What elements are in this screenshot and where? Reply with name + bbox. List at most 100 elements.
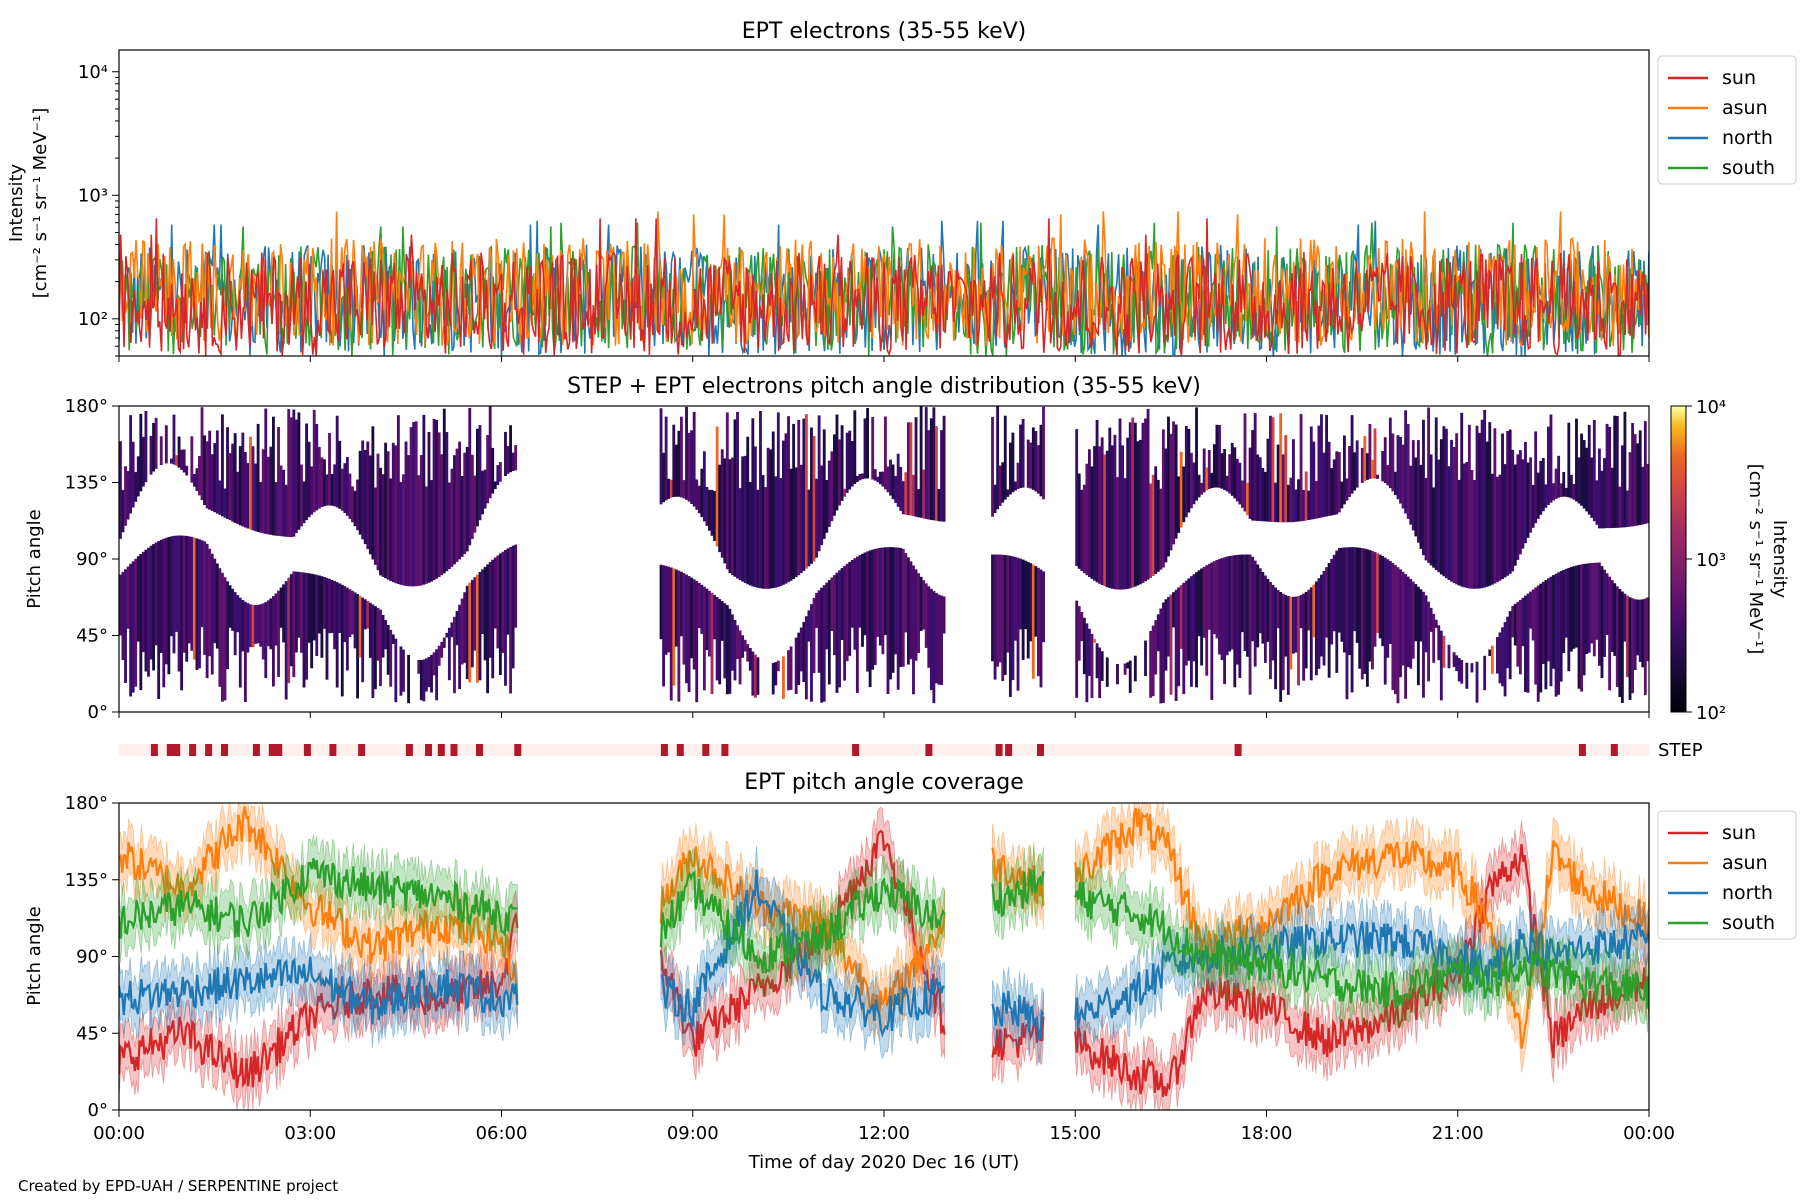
heatmap-cell [121, 489, 125, 533]
heatmap-cell [1192, 462, 1196, 505]
heatmap-cell [1019, 424, 1022, 489]
xtick-label: 06:00 [476, 1123, 528, 1144]
heatmap-cell [1325, 414, 1328, 517]
ytick-label: 90° [76, 549, 108, 570]
heatmap-cell [1595, 480, 1599, 525]
heatmap-cell [1470, 663, 1474, 673]
heatmap-cell [1381, 450, 1385, 482]
heatmap-cell [254, 463, 257, 532]
heatmap-cell [440, 641, 444, 658]
heatmap-cell [1312, 441, 1316, 520]
heatmap-cell [134, 472, 138, 502]
heatmap-cell [1330, 558, 1334, 645]
heatmap-cell [432, 418, 436, 581]
heatmap-cell [246, 603, 250, 653]
heatmap-cell [463, 592, 467, 663]
heatmap-cell [361, 440, 365, 540]
heatmap-cell [1322, 452, 1326, 517]
heatmap-cell [927, 586, 931, 668]
heatmap-cell [1299, 595, 1303, 629]
heatmap-cell [427, 656, 431, 688]
heatmap-cell [1480, 419, 1484, 589]
heatmap-cell [1376, 553, 1379, 633]
heatmap-cell [1460, 660, 1464, 684]
heatmap-cell [1337, 548, 1341, 633]
heatmap-cell [307, 441, 311, 518]
heatmap-cell [1085, 623, 1089, 703]
heatmap-cell [1212, 444, 1216, 488]
heatmap-cell [506, 446, 510, 474]
heatmap-cell [1564, 568, 1568, 638]
heatmap-cell [139, 413, 143, 492]
heatmap-cell [1286, 484, 1290, 523]
heatmap-cell [1317, 578, 1321, 669]
heatmap-cell [909, 561, 913, 660]
heatmap-cell [1626, 595, 1629, 678]
panel1-xticks [118, 356, 1650, 362]
heatmap-cell [409, 427, 413, 587]
heatmap-cell [198, 456, 201, 496]
heatmap-cell [289, 574, 293, 667]
heatmap-cell [1034, 566, 1038, 637]
heatmap-cell [1202, 566, 1206, 638]
heatmap-cell [1603, 569, 1606, 657]
heatmap-cell [1590, 457, 1594, 518]
heatmap-cell [1360, 548, 1364, 680]
ytick-label: 0° [88, 1100, 108, 1121]
heatmap-cell [1340, 481, 1344, 509]
heatmap-cell [690, 430, 694, 504]
heatmap-cell [264, 602, 268, 679]
ytick-label: 135° [65, 473, 108, 494]
heatmap-cell [746, 644, 750, 662]
heatmap-cell [1286, 596, 1290, 695]
step-active-mark [205, 744, 213, 756]
heatmap-cell [488, 406, 492, 499]
heatmap-cell [769, 449, 773, 589]
heatmap-cell [274, 593, 278, 646]
heatmap-cell [782, 440, 785, 585]
heatmap-cell [1434, 417, 1438, 571]
heatmap-cell [1212, 561, 1216, 635]
heatmap-cell [328, 433, 331, 506]
heatmap-cell [1205, 565, 1209, 676]
heatmap-cell [1547, 426, 1550, 505]
heatmap-cell [871, 417, 875, 480]
heatmap-cell [141, 436, 145, 487]
heatmap-cell [1139, 439, 1142, 585]
heatmap-cell [1399, 569, 1402, 678]
heatmap-cell [233, 592, 237, 656]
heatmap-cell [1039, 424, 1043, 497]
heatmap-cell [827, 580, 831, 685]
heatmap-cell [855, 476, 859, 482]
heatmap-cell [414, 421, 418, 587]
heatmap-cell [1320, 414, 1323, 518]
heatmap-cell [1317, 425, 1321, 519]
heatmap-cell [812, 597, 816, 674]
heatmap-cell [1095, 643, 1099, 679]
heatmap-cell [231, 443, 235, 522]
heatmap-cell [878, 471, 882, 485]
heatmap-cell [1210, 562, 1214, 700]
heatmap-cell [180, 535, 184, 691]
heatmap-cell [430, 480, 433, 582]
heatmap-cell [389, 478, 393, 581]
heatmap-cell [221, 414, 224, 517]
series-north-line [991, 990, 1045, 1041]
step-active-mark [514, 744, 522, 756]
heatmap-cell [272, 416, 275, 536]
heatmap-cell [873, 469, 877, 481]
step-active-mark [1005, 744, 1013, 756]
heatmap-cell [906, 422, 910, 516]
heatmap-cell [753, 446, 757, 588]
heatmap-cell [1544, 484, 1548, 508]
heatmap-cell [1248, 554, 1252, 695]
heatmap-cell [320, 576, 324, 658]
heatmap-cell [210, 454, 214, 511]
heatmap-cell [1169, 433, 1173, 551]
heatmap-cell [1585, 563, 1589, 654]
heatmap-cell [1131, 417, 1135, 588]
series-south-line [119, 858, 518, 939]
heatmap-cell [430, 654, 433, 693]
heatmap-cell [198, 539, 201, 669]
heatmap-cell [1100, 651, 1104, 681]
